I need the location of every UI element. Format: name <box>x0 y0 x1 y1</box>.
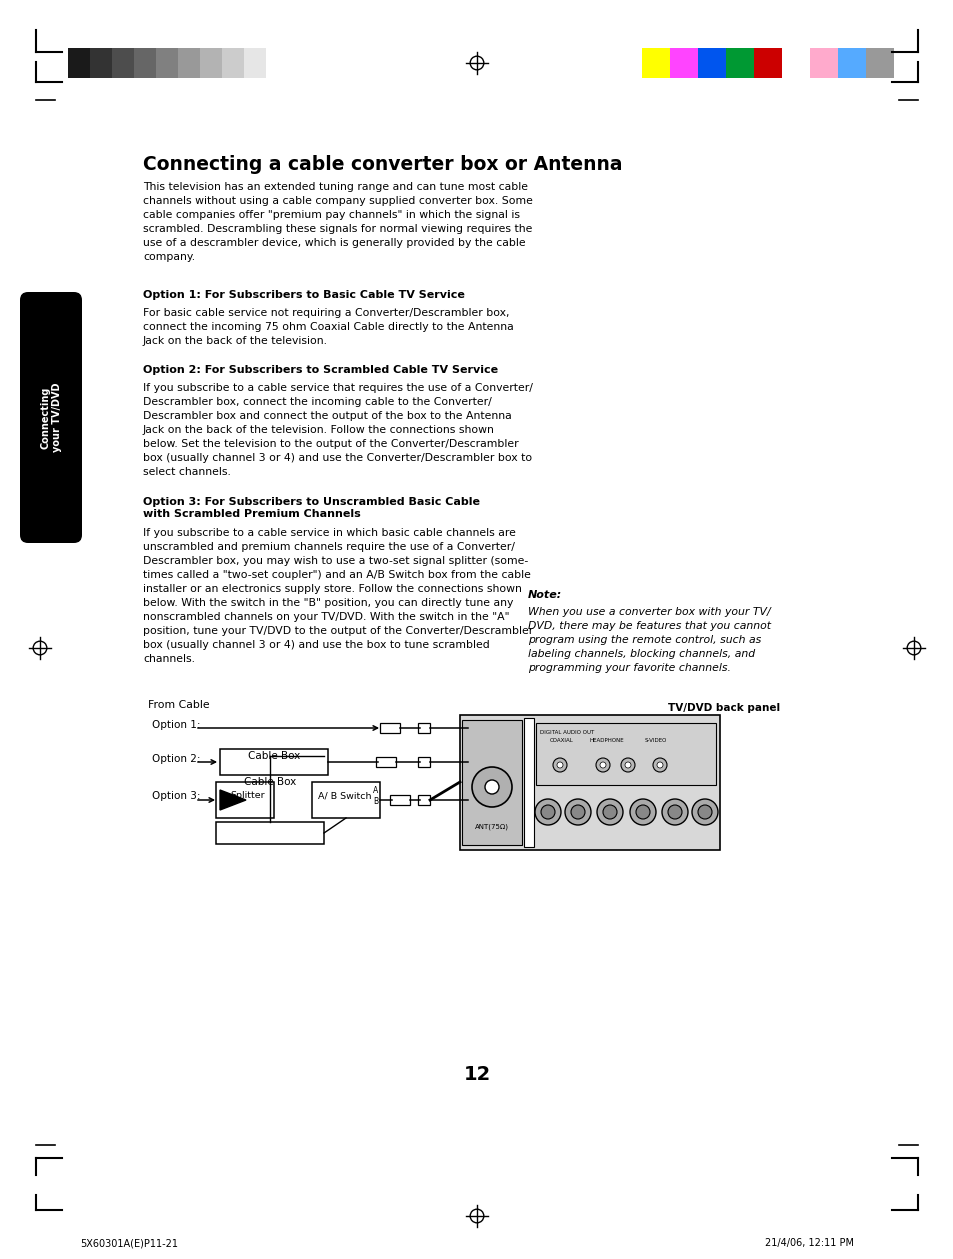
Text: HEADPHONE: HEADPHONE <box>589 738 624 743</box>
Text: Cable Box: Cable Box <box>248 752 300 760</box>
Circle shape <box>535 799 560 825</box>
Text: Option 3:: Option 3: <box>152 791 200 801</box>
Text: TV/DVD back panel: TV/DVD back panel <box>667 703 780 713</box>
Circle shape <box>596 758 609 772</box>
Text: Option 3: For Subscribers to Unscrambled Basic Cable
with Scrambled Premium Chan: Option 3: For Subscribers to Unscrambled… <box>143 497 479 519</box>
Bar <box>459 715 720 850</box>
Text: 12: 12 <box>463 1065 490 1084</box>
Bar <box>865 48 893 78</box>
Bar <box>244 48 266 78</box>
Bar <box>523 718 534 847</box>
Text: This television has an extended tuning range and can tune most cable
channels wi: This television has an extended tuning r… <box>143 183 533 262</box>
Text: 5X60301A(E)P11-21: 5X60301A(E)P11-21 <box>80 1238 178 1248</box>
Bar <box>725 48 753 78</box>
Text: If you subscribe to a cable service in which basic cable channels are
unscramble: If you subscribe to a cable service in w… <box>143 528 533 663</box>
Text: Splitter: Splitter <box>231 792 265 801</box>
Bar <box>753 48 781 78</box>
Bar <box>312 782 379 818</box>
Text: Connecting a cable converter box or Antenna: Connecting a cable converter box or Ante… <box>143 155 622 174</box>
Text: Cable Box: Cable Box <box>244 777 295 787</box>
Bar <box>379 723 399 733</box>
Text: 21/4/06, 12:11 PM: 21/4/06, 12:11 PM <box>764 1238 853 1248</box>
Text: When you use a converter box with your TV/
DVD, there may be features that you c: When you use a converter box with your T… <box>527 607 770 674</box>
Circle shape <box>599 762 605 768</box>
Text: From Cable: From Cable <box>148 700 210 710</box>
Text: COAXIAL: COAXIAL <box>550 738 573 743</box>
Bar <box>417 794 430 805</box>
Bar <box>133 48 156 78</box>
Circle shape <box>620 758 635 772</box>
Text: ANT(75Ω): ANT(75Ω) <box>475 823 509 830</box>
Bar <box>461 720 521 845</box>
Circle shape <box>553 758 566 772</box>
Bar <box>536 723 716 786</box>
Bar <box>375 757 395 767</box>
Text: Connecting
your TV/DVD: Connecting your TV/DVD <box>40 383 62 452</box>
Text: DIGITAL AUDIO OUT: DIGITAL AUDIO OUT <box>539 730 594 735</box>
Bar <box>178 48 200 78</box>
Circle shape <box>652 758 666 772</box>
Circle shape <box>636 805 649 820</box>
Circle shape <box>540 805 555 820</box>
Circle shape <box>564 799 590 825</box>
FancyBboxPatch shape <box>20 292 82 543</box>
Bar <box>266 48 288 78</box>
Circle shape <box>597 799 622 825</box>
Circle shape <box>472 767 512 807</box>
Bar <box>90 48 112 78</box>
Bar <box>781 48 809 78</box>
Circle shape <box>602 805 617 820</box>
Bar <box>390 794 410 805</box>
Circle shape <box>691 799 718 825</box>
Bar <box>641 48 669 78</box>
Text: Option 1:: Option 1: <box>152 720 200 730</box>
Bar <box>215 822 324 844</box>
Bar <box>417 757 430 767</box>
Circle shape <box>698 805 711 820</box>
Circle shape <box>661 799 687 825</box>
Text: A
B: A B <box>373 787 378 806</box>
Bar <box>215 782 274 818</box>
Bar <box>698 48 725 78</box>
Circle shape <box>657 762 662 768</box>
Bar <box>220 749 328 776</box>
Circle shape <box>667 805 681 820</box>
Bar <box>112 48 133 78</box>
Text: Note:: Note: <box>527 590 561 601</box>
Bar <box>809 48 837 78</box>
Circle shape <box>624 762 630 768</box>
Text: For basic cable service not requiring a Converter/Descrambler box,
connect the i: For basic cable service not requiring a … <box>143 308 514 346</box>
Circle shape <box>484 781 498 794</box>
Bar <box>669 48 698 78</box>
Text: Option 2:: Option 2: <box>152 754 200 764</box>
Bar <box>68 48 90 78</box>
Text: Option 1: For Subscribers to Basic Cable TV Service: Option 1: For Subscribers to Basic Cable… <box>143 290 464 300</box>
Text: Option 2: For Subscribers to Scrambled Cable TV Service: Option 2: For Subscribers to Scrambled C… <box>143 365 497 375</box>
Circle shape <box>629 799 656 825</box>
Text: If you subscribe to a cable service that requires the use of a Converter/
Descra: If you subscribe to a cable service that… <box>143 383 533 477</box>
Bar <box>200 48 222 78</box>
Polygon shape <box>220 789 246 810</box>
Circle shape <box>557 762 562 768</box>
Circle shape <box>571 805 584 820</box>
Text: S-VIDEO: S-VIDEO <box>644 738 667 743</box>
Bar <box>417 723 430 733</box>
Bar <box>222 48 244 78</box>
Bar <box>837 48 865 78</box>
Bar <box>156 48 178 78</box>
Text: A/ B Switch: A/ B Switch <box>318 792 372 801</box>
